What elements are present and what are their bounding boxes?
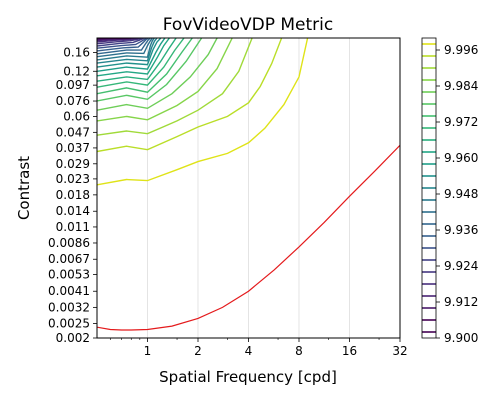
colorbar-tick-label: 9.924 <box>444 259 478 273</box>
y-tick-label: 0.037 <box>56 141 90 155</box>
colorbar-tick-label: 9.912 <box>444 295 478 309</box>
contour-line <box>97 38 185 88</box>
contour-line <box>97 38 142 45</box>
threshold-curve <box>97 144 400 331</box>
contour-line <box>97 38 283 153</box>
y-tick-label: 0.076 <box>56 94 90 108</box>
contour-line <box>97 38 203 102</box>
y-tick-label: 0.0067 <box>48 252 90 266</box>
colorbar-tick-label: 9.960 <box>444 151 478 165</box>
contour-line <box>97 38 193 95</box>
x-axis: 1 2 4 8 16 32 <box>109 338 408 358</box>
y-tick-label: 0.047 <box>56 125 90 139</box>
y-axis-label: Contrast <box>15 156 33 220</box>
contour-line <box>97 38 309 186</box>
y-tick-label: 0.097 <box>56 78 90 92</box>
x-tick-label: 1 <box>144 344 152 358</box>
x-tick-label: 8 <box>295 344 303 358</box>
y-tick-label: 0.018 <box>56 188 90 202</box>
y-tick-label: 0.0025 <box>48 316 90 330</box>
y-tick-label: 0.023 <box>56 172 90 186</box>
y-tick-label: 0.0032 <box>48 300 90 314</box>
y-tick-label: 0.014 <box>56 204 90 218</box>
y-tick-label: 0.16 <box>63 46 90 60</box>
y-tick-label: 0.0053 <box>48 268 90 282</box>
x-tick-label: 16 <box>342 344 357 358</box>
contour-line <box>97 38 177 82</box>
colorbar-tick-label: 9.972 <box>444 115 478 129</box>
colorbar-tick-label: 9.996 <box>444 43 478 57</box>
x-axis-label: Spatial Frequency [cpd] <box>159 368 337 386</box>
colorbar-tick-label: 9.900 <box>444 331 478 345</box>
contour-line <box>97 38 151 55</box>
contour-lines <box>97 38 309 186</box>
y-tick-label: 0.002 <box>56 331 90 345</box>
y-tick-label: 0.0041 <box>48 284 90 298</box>
contour-line <box>97 38 145 47</box>
y-tick-label: 0.029 <box>56 157 90 171</box>
y-tick-label: 0.011 <box>56 220 90 234</box>
x-tick-label: 32 <box>392 344 407 358</box>
x-tick-label: 2 <box>194 344 202 358</box>
colorbar: 9.900 9.912 9.924 9.936 9.948 9.960 9.972 9.984… <box>421 37 478 345</box>
contour-line <box>97 38 170 77</box>
x-gridlines <box>147 38 401 338</box>
contour-line <box>97 38 147 49</box>
x-tick-label: 4 <box>245 344 253 358</box>
threshold-curve-layer <box>97 144 400 331</box>
colorbar-tick-label: 9.948 <box>444 187 478 201</box>
contour-line <box>97 38 218 111</box>
y-tick-label: 0.0086 <box>48 236 90 250</box>
contour-line <box>97 38 166 72</box>
colorbar-frame <box>421 37 437 339</box>
colorbar-tick-label: 9.984 <box>444 79 478 93</box>
contour-line <box>97 38 153 58</box>
contour-line <box>97 38 162 68</box>
y-tick-label: 0.06 <box>63 109 90 123</box>
y-tick-label: 0.12 <box>63 64 90 78</box>
contour-line <box>97 38 158 64</box>
contour-line <box>97 38 253 136</box>
contour-line <box>97 38 149 52</box>
contour-line <box>97 38 155 61</box>
chart-title: FovVideoVDP Metric <box>163 15 334 35</box>
contour-line <box>97 38 233 122</box>
colorbar-tick-label: 9.936 <box>444 223 478 237</box>
